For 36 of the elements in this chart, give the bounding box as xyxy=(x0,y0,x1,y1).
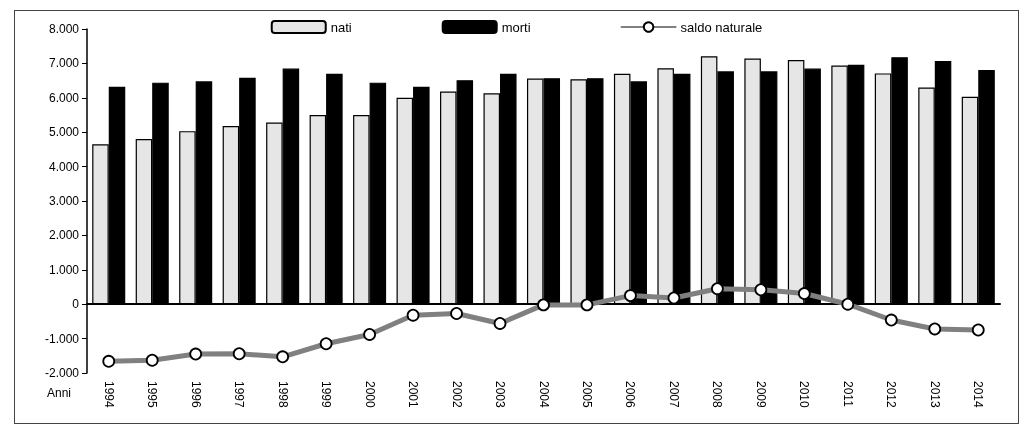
x-tick-label: 1995 xyxy=(145,381,160,409)
x-tick-label: 2012 xyxy=(884,381,899,409)
y-tick-label: 1.000 xyxy=(48,262,80,277)
y-tick-label: 8.000 xyxy=(48,22,80,36)
x-tick-label: 2007 xyxy=(666,381,681,409)
x-tick-label: 2014 xyxy=(971,381,986,409)
x-axis-title: Anni xyxy=(46,386,71,400)
x-tick-label: 2003 xyxy=(493,381,508,409)
x-tick-label: 1994 xyxy=(101,381,116,409)
y-tick-label: 2.000 xyxy=(48,228,80,243)
x-tick-label: 2009 xyxy=(753,381,768,409)
x-tick-label: 1999 xyxy=(319,381,334,409)
legend-label: saldo naturale xyxy=(680,19,763,35)
x-tick-label: 2001 xyxy=(406,381,421,409)
x-tick-label: 2010 xyxy=(797,381,812,409)
y-tick-label: 0 xyxy=(72,297,80,312)
y-tick-label: 7.000 xyxy=(48,56,80,71)
x-tick-label: 2011 xyxy=(840,381,855,408)
legend-label: nati xyxy=(330,19,352,35)
x-tick-label: 2008 xyxy=(710,381,725,409)
x-tick-label: 2013 xyxy=(927,381,942,409)
y-tick-label: 4.000 xyxy=(48,159,80,174)
x-tick-label: 1996 xyxy=(188,381,203,409)
x-tick-label: 2002 xyxy=(449,381,464,409)
x-tick-label: 2000 xyxy=(362,381,377,409)
y-tick-label: -1.000 xyxy=(44,331,80,346)
x-tick-label: 1997 xyxy=(232,381,247,409)
y-tick-label: -2.000 xyxy=(44,366,80,380)
x-tick-label: 2004 xyxy=(536,381,551,409)
legend-label: morti xyxy=(501,19,531,35)
x-tick-label: 2006 xyxy=(623,381,638,409)
y-tick-label: 3.000 xyxy=(48,194,80,208)
x-tick-label: 1998 xyxy=(275,381,290,409)
y-tick-label: 6.000 xyxy=(48,90,80,105)
y-tick-label: 5.000 xyxy=(48,125,80,140)
x-tick-label: 2005 xyxy=(579,381,594,409)
